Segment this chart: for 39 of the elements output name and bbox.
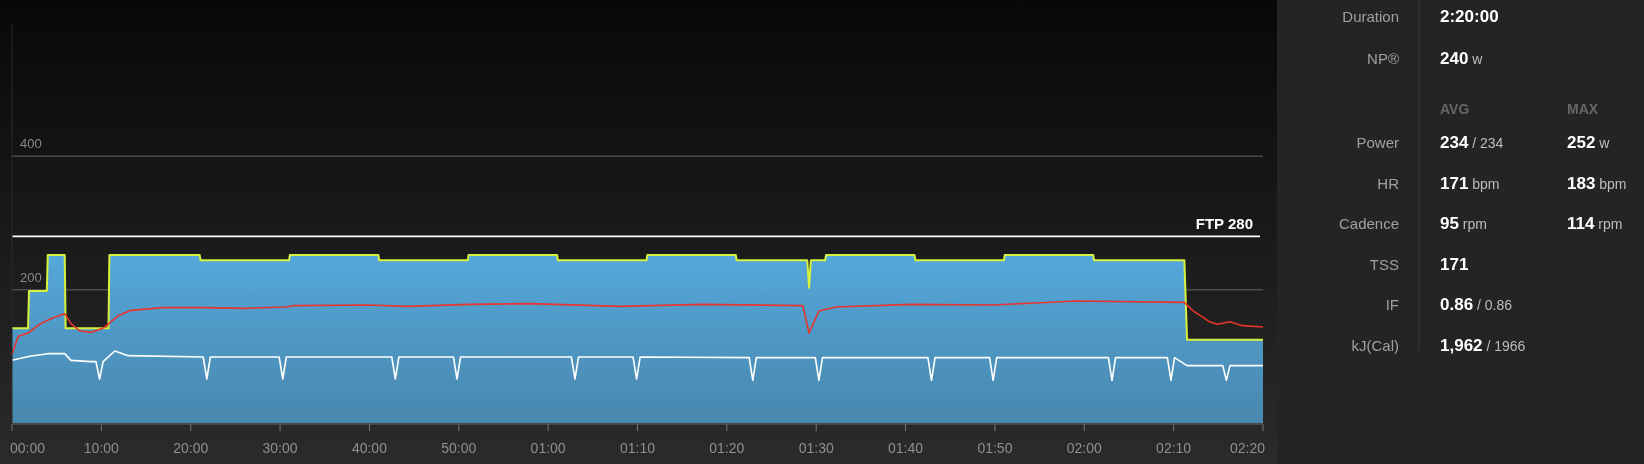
x-tick-label: 10:00 [83,440,120,456]
x-tick-label: 30:00 [262,440,298,456]
x-tick-label: 01:10 [619,440,656,456]
category-label: Cadence [1338,215,1399,232]
text: 114 rpm [1567,214,1623,233]
category-label: Power [1356,134,1399,151]
text: 0.86 / 0.86 [1440,295,1513,314]
x-tick-label: 01:30 [798,440,834,456]
ref-line-label: FTP 280 [1195,215,1253,233]
x-tick-label: 40:00 [351,440,388,456]
text: 171 [1440,254,1469,274]
category-label: HR [1377,174,1400,192]
x-tick-label: 01:00 [530,440,566,456]
x-tick-label: 00:00 [10,440,46,456]
category-label: kJ(Cal) [1351,336,1399,354]
x-tick-label: 01:40 [888,440,924,456]
x-tick-label: 02:20 [1229,440,1266,456]
text: 1,962 / 1966 [1440,335,1526,355]
category-label: Duration [1342,8,1399,25]
text: 240 w [1440,49,1484,68]
text: 183 bpm [1567,173,1627,193]
text: 171 bpm [1440,173,1500,193]
text: 234 / 234 [1440,133,1504,152]
y-tick-label: 200 [20,269,42,285]
x-tick-label: 02:00 [1066,440,1103,456]
x-tick-label: 01:50 [977,440,1013,456]
category-label: IF [1385,296,1399,313]
category-label: NP® [1367,50,1399,67]
x-tick-label: 01:20 [709,440,745,456]
y-tick-label: 400 [20,136,42,152]
text: 2:20:00 [1440,7,1499,26]
x-tick-label: 02:10 [1156,440,1192,456]
category-label: TSS [1369,255,1399,273]
x-tick-label: 50:00 [441,440,477,456]
text: 252 w [1567,133,1611,152]
text: MAX [1567,101,1599,117]
text: 95 rpm [1440,214,1487,233]
text: AVG [1440,101,1470,117]
x-tick-label: 20:00 [173,440,209,456]
